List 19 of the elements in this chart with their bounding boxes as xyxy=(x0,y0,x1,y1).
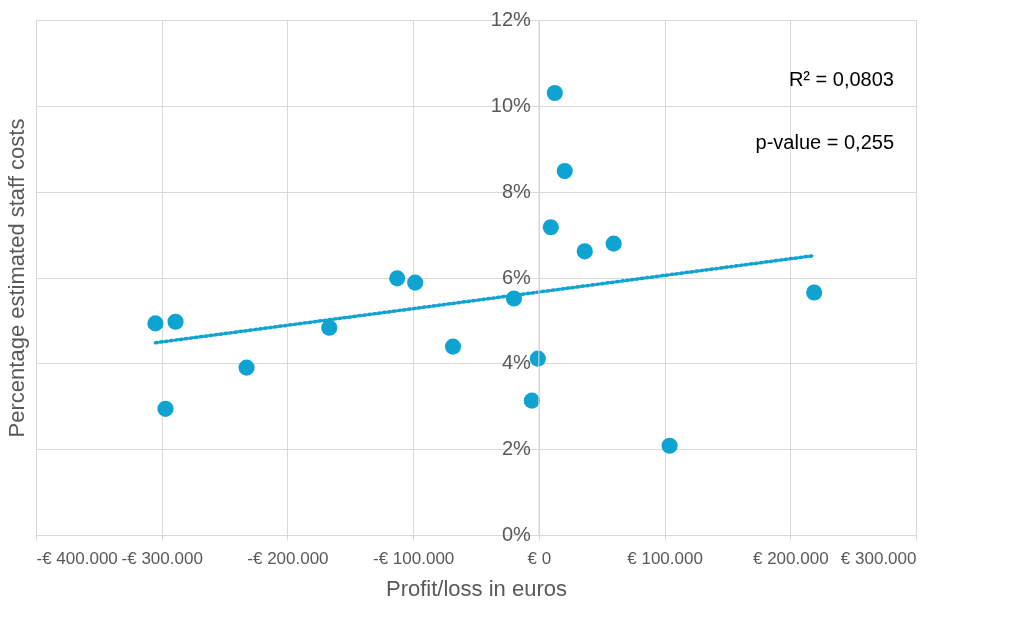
y-tick-label: 6% xyxy=(501,265,532,288)
y-tick-label: 2% xyxy=(501,437,532,460)
annotation: R² = 0,0803 xyxy=(788,68,894,90)
x-tick-label: € 100.000 xyxy=(627,548,703,568)
y-tick-label: 12% xyxy=(490,8,532,30)
x-tick-label: -€ 300.000 xyxy=(121,548,203,568)
x-axis-title: Profit/loss in euros xyxy=(386,575,567,601)
y-tick-label: 0% xyxy=(501,523,532,545)
y-axis-title: Percentage estimated staff costs xyxy=(3,118,29,438)
x-tick-label: -€ 200.000 xyxy=(247,548,329,568)
y-tick-label: 8% xyxy=(501,179,532,202)
annotation: p-value = 0,255 xyxy=(755,131,894,153)
x-tick-label: -€ 100.000 xyxy=(372,548,455,568)
x-tick-label: -€ 400.000 xyxy=(36,548,118,568)
x-tick-label: € 200.000 xyxy=(752,548,829,568)
x-tick-label: € 300.000 xyxy=(840,548,917,568)
x-tick-label: € 0 xyxy=(527,548,552,568)
y-tick-label: 10% xyxy=(490,93,532,116)
y-tick-label: 4% xyxy=(501,351,532,374)
